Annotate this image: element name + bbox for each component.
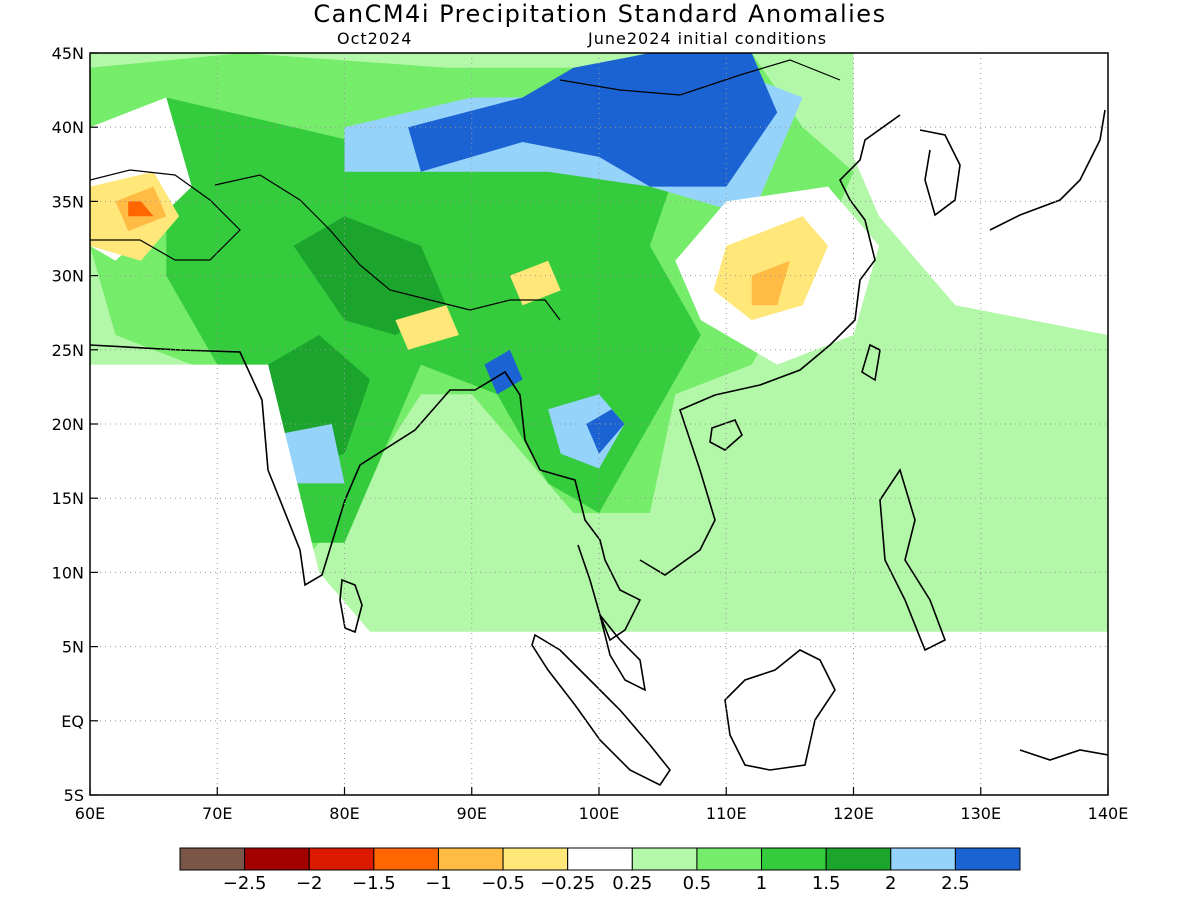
- lat-tick-label: 30N: [52, 267, 84, 286]
- lon-tick-label: 60E: [75, 804, 105, 823]
- india-coastline: [90, 344, 541, 587]
- lon-tick-label: 90E: [457, 804, 487, 823]
- anomaly-region-10: [586, 409, 625, 454]
- colorbar-label: 0.25: [612, 873, 652, 894]
- colorbar-label: −1.5: [352, 873, 396, 894]
- anomaly-region-20: [751, 260, 790, 306]
- anomaly-region-14: [90, 364, 1108, 795]
- colorbar-swatch: [631, 847, 698, 871]
- sri-lanka-coastline: [339, 578, 363, 634]
- colorbar-swatch: [890, 847, 956, 871]
- indochina-coastline: [539, 114, 901, 642]
- korea-japan-coastline: [919, 109, 1106, 231]
- colorbar-label: 0.5: [683, 873, 712, 894]
- anomaly-region-8: [408, 53, 778, 187]
- new-guinea-coastline: [1019, 749, 1108, 761]
- lon-tick-label: 130E: [960, 804, 1001, 823]
- anomaly-region-7: [548, 394, 625, 469]
- lat-tick-label: 40N: [52, 118, 84, 137]
- colorbar-label: 2.5: [941, 873, 970, 894]
- colorbar-label: −2: [296, 873, 323, 894]
- colorbar-swatch: [502, 847, 569, 871]
- lon-tick-label: 80E: [329, 804, 359, 823]
- lat-tick-label: 25N: [52, 341, 84, 360]
- colorbar-label: 1.5: [812, 873, 841, 894]
- lat-tick-label: EQ: [61, 712, 84, 731]
- lon-tick-label: 70E: [202, 804, 232, 823]
- anomaly-region-16: [713, 216, 828, 321]
- colorbar-swatch: [437, 847, 504, 871]
- colorbar-swatch: [696, 847, 763, 871]
- malay-peninsula-coastline: [599, 614, 647, 692]
- colorbar-swatch: [308, 847, 375, 871]
- lon-tick-label: 110E: [706, 804, 747, 823]
- axis-ticks: 60E 70E 80E 90E 100E 110E 120E 130E 140E 45N 40N 35…: [52, 44, 1129, 823]
- sumatra-coastline: [531, 633, 671, 787]
- colorbar-label: −2.5: [223, 873, 267, 894]
- colorbar-label: −0.25: [540, 873, 595, 894]
- lon-tick-label: 140E: [1088, 804, 1129, 823]
- map-title: CanCM4i Precipitation Standard Anomalies: [313, 0, 887, 28]
- lat-tick-label: 5N: [62, 638, 84, 657]
- colorbar-label: −1: [425, 873, 452, 894]
- lon-tick-label: 120E: [833, 804, 874, 823]
- lat-tick-label: 15N: [52, 489, 84, 508]
- philippines-coastline: [879, 468, 947, 652]
- anomaly-region-18: [509, 260, 561, 306]
- anomaly-region-3: [293, 216, 447, 335]
- west-asia-border: [90, 169, 241, 261]
- colorbar-label: 2: [885, 873, 896, 894]
- himalaya-border: [214, 174, 561, 321]
- colorbar-swatch: [179, 847, 246, 871]
- anomaly-region-17: [395, 305, 459, 350]
- taiwan-coastline: [861, 343, 881, 382]
- lat-tick-label: 45N: [52, 44, 84, 63]
- init-conditions-label: June2024 initial conditions: [588, 29, 828, 48]
- hainan-coastline: [709, 419, 743, 451]
- colorbar-swatch: [761, 847, 827, 871]
- colorbar-swatch: [954, 847, 1021, 871]
- lon-tick-label: 100E: [579, 804, 620, 823]
- coastline-layer: [90, 59, 1108, 787]
- colorbar-label: −0.5: [481, 873, 525, 894]
- graticule: [90, 53, 1108, 795]
- lat-tick-label: 10N: [52, 563, 84, 582]
- valid-month-label: Oct2024: [337, 29, 413, 48]
- colorbar-swatch: [373, 847, 439, 871]
- anomaly-region-21: [128, 201, 154, 217]
- lat-tick-label: 35N: [52, 192, 84, 211]
- colorbar-swatch: [244, 847, 310, 871]
- lat-tick-label: 20N: [52, 415, 84, 434]
- colorbar: −2.5 −2 −1.5 −1 −0.5 −0.25 0.25 0.5 1 1.5 2 2.5: [179, 847, 1021, 894]
- colorbar-label: 1: [756, 873, 767, 894]
- china-mongolia-border: [559, 59, 841, 96]
- colorbar-swatch: [825, 847, 892, 871]
- lat-tick-label: 5S: [64, 786, 84, 805]
- borneo-coastline: [724, 649, 836, 771]
- colorbar-swatch: [567, 847, 633, 871]
